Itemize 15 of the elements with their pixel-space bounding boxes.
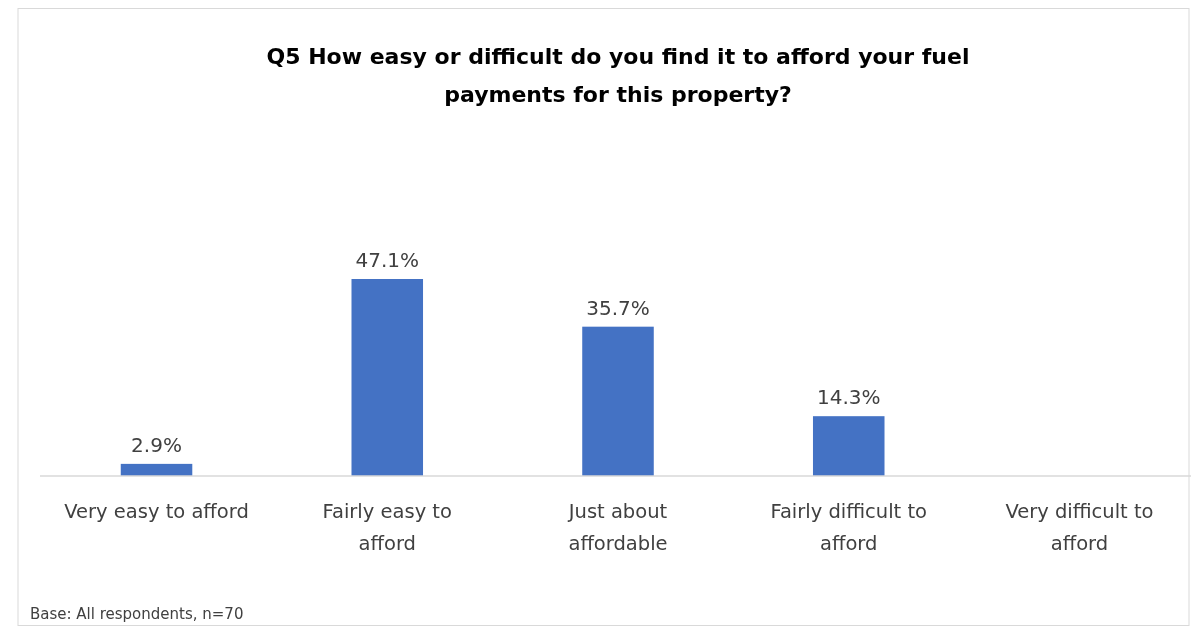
x-tick-label: Fairly easy to afford bbox=[322, 500, 452, 555]
data-label: 35.7% bbox=[586, 295, 650, 320]
bar bbox=[120, 463, 193, 476]
bar bbox=[582, 326, 654, 476]
x-tick-label: Very easy to afford bbox=[64, 500, 249, 523]
bar bbox=[351, 279, 424, 476]
data-label: 47.1% bbox=[355, 248, 420, 272]
x-tick-label: Fairly difficult to afford bbox=[770, 500, 928, 555]
x-tick-label: Just about affordable bbox=[566, 500, 668, 555]
bar bbox=[812, 416, 885, 476]
data-label: 2.9% bbox=[131, 432, 182, 457]
text: Base: All respondents, n=70 bbox=[30, 605, 244, 623]
chart-title: Q5 How easy or difficult do you find it to afford your fuel payments for this property? bbox=[266, 44, 970, 107]
x-tick-label: Very difficult to afford bbox=[1005, 500, 1154, 555]
data-label: 14.3% bbox=[816, 385, 881, 410]
